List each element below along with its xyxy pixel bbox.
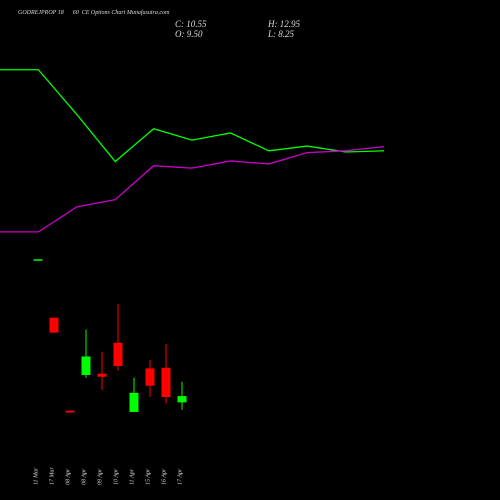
candle-body [129,392,139,412]
ohlc-label: H: 12.95 [267,19,300,29]
indicator-line [0,69,385,163]
x-tick-label: 09 Apr [97,468,103,485]
x-tick-label: 11 Mar [33,467,39,485]
ohlc-label: L: 8.25 [267,29,295,39]
candle-body [81,356,91,375]
candle-body [65,410,75,413]
candle-body [161,367,171,398]
ohlc-label: C: 10.55 [175,19,207,29]
x-tick-label: 17 Mar [49,467,55,485]
candle-body [97,373,107,377]
x-tick-label: 15 Apr [145,468,151,485]
ohlc-label: O: 9.50 [175,29,203,39]
x-tick-label: 16 Apr [161,468,167,485]
x-tick-label: 17 Apr [177,468,183,485]
x-tick-label: 10 Apr [113,468,119,485]
candle-body [33,259,43,261]
candle-body [177,396,187,403]
candle-body [113,342,123,367]
candle-body [49,317,59,333]
x-tick-label: 08 Apr [81,468,87,485]
chart-title: GODREJPROP 18 60 CE Options Chart Munafa… [18,9,170,16]
candle-body [145,368,155,386]
indicator-line [0,145,385,233]
x-tick-label: 08 Apr [65,468,71,485]
x-tick-label: 11 Apr [129,468,135,485]
